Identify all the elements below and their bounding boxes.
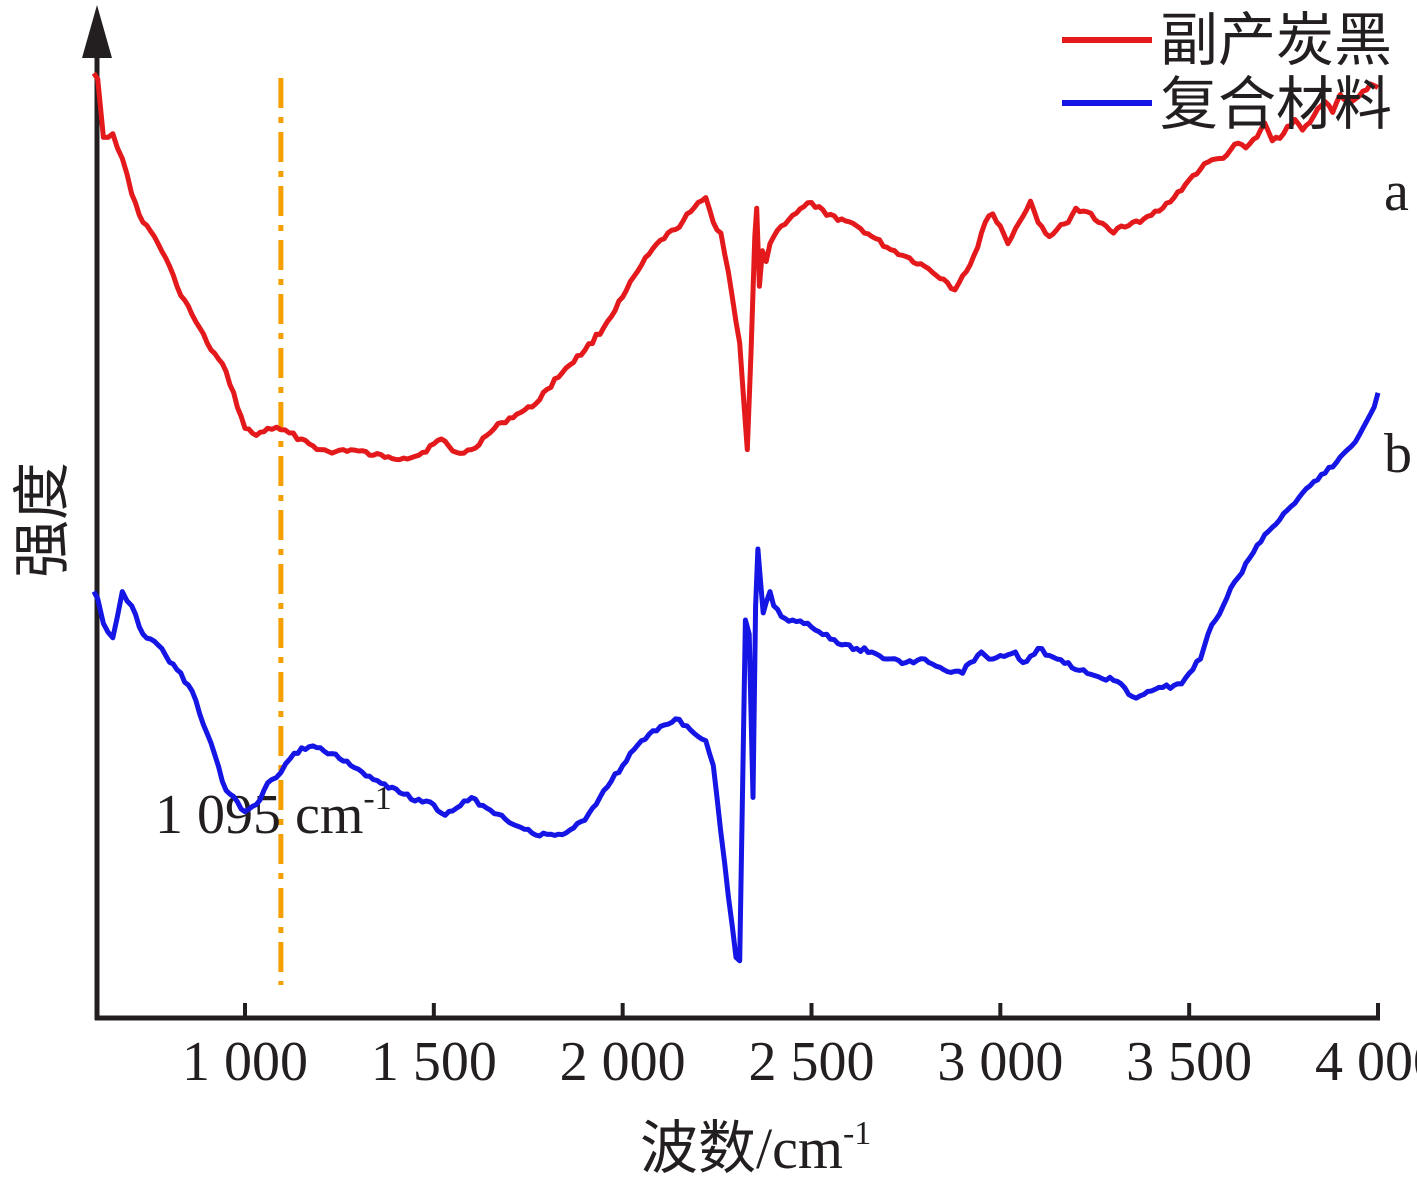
y-axis-title: 强度 xyxy=(10,462,75,578)
legend: 副产炭黑 复合材料 xyxy=(1062,8,1392,137)
series-line-a xyxy=(91,71,1380,463)
legend-label-b: 复合材料 xyxy=(1160,72,1392,137)
x-tick-label-3000: 3 000 xyxy=(937,1031,1063,1093)
x-tick-label-4000: 4 000 xyxy=(1315,1031,1417,1093)
x-tick-label-1500: 1 500 xyxy=(371,1031,497,1093)
series-line-b xyxy=(91,392,1381,964)
x-tick-label-2500: 2 500 xyxy=(749,1031,875,1093)
y-axis-arrow-icon xyxy=(82,5,112,58)
legend-label-a: 副产炭黑 xyxy=(1160,8,1392,73)
curve-tag-a: a xyxy=(1384,161,1409,223)
curve-tag-b: b xyxy=(1384,423,1412,485)
x-tick-label-2000: 2 000 xyxy=(560,1031,686,1093)
x-axis-ticks: 1 000 1 500 2 000 2 500 3 000 3 500 4 000 xyxy=(182,1003,1417,1093)
x-tick-label-3500: 3 500 xyxy=(1126,1031,1252,1093)
x-axis-title: 波数/cm-1 xyxy=(640,1115,871,1181)
annotation-label: 1 095 cm-1 xyxy=(155,780,392,846)
x-tick-label-1000: 1 000 xyxy=(182,1031,308,1093)
